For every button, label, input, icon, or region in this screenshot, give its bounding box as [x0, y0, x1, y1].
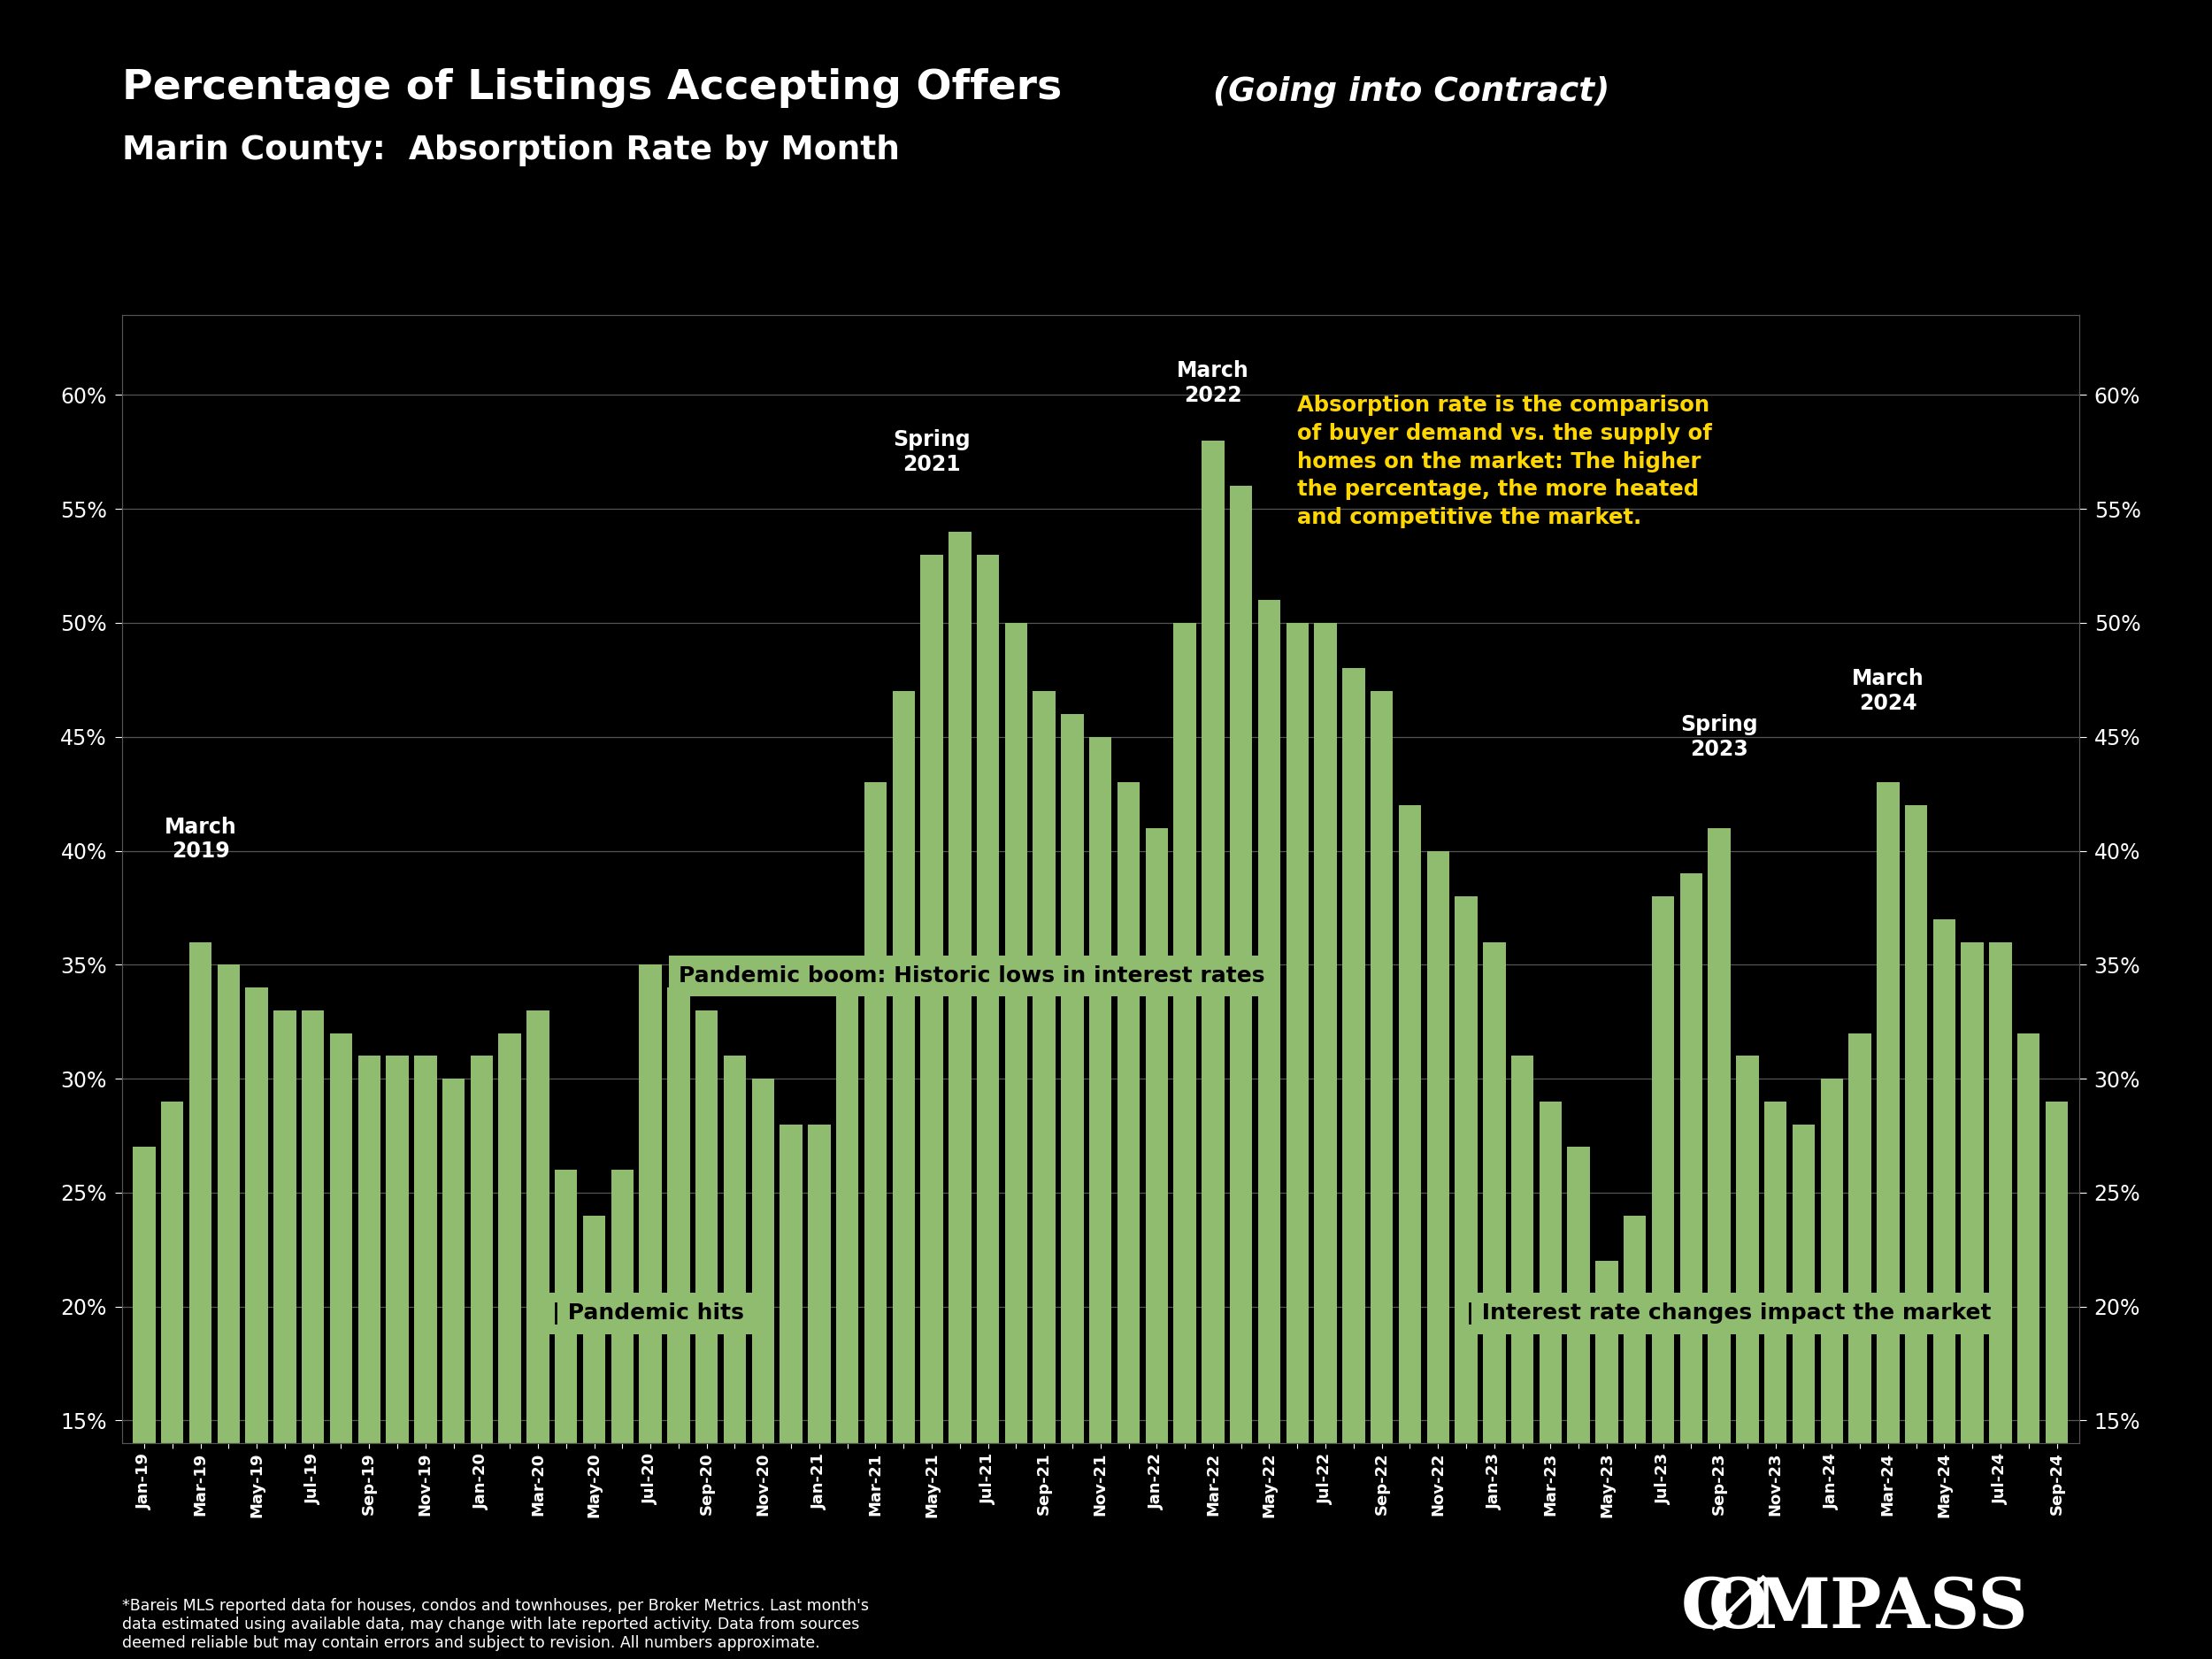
Bar	[611, 1170, 633, 1659]
Text: Spring
2023: Spring 2023	[1681, 713, 1759, 760]
Bar	[1259, 601, 1281, 1659]
Bar	[781, 1125, 803, 1659]
Bar	[1905, 805, 1927, 1659]
Text: March
2022: March 2022	[1177, 360, 1250, 406]
Bar	[2046, 1102, 2068, 1659]
Bar	[584, 1216, 606, 1659]
Text: | Pandemic hits: | Pandemic hits	[553, 1302, 743, 1324]
Bar	[639, 966, 661, 1659]
Bar	[1708, 828, 1730, 1659]
Bar	[668, 987, 690, 1659]
Text: (Going into Contract): (Going into Contract)	[1201, 76, 1610, 108]
Bar	[414, 1055, 436, 1659]
Bar	[1849, 1034, 1871, 1659]
Bar	[1175, 622, 1197, 1659]
Bar	[1933, 919, 1955, 1659]
Bar	[526, 1010, 549, 1659]
Bar	[1201, 441, 1223, 1659]
Bar	[1595, 1261, 1617, 1659]
Bar	[358, 1055, 380, 1659]
Bar	[1624, 1216, 1646, 1659]
Bar	[1792, 1125, 1814, 1659]
Bar	[1568, 1146, 1590, 1659]
Bar	[949, 533, 971, 1659]
Bar	[274, 1010, 296, 1659]
Bar	[865, 783, 887, 1659]
Text: Ø: Ø	[1708, 1574, 1767, 1642]
Bar	[217, 966, 239, 1659]
Bar	[1088, 737, 1113, 1659]
Bar	[723, 1055, 745, 1659]
Bar	[1314, 622, 1336, 1659]
Bar	[1820, 1078, 1843, 1659]
Bar	[301, 1010, 325, 1659]
Bar	[1736, 1055, 1759, 1659]
Bar	[1285, 622, 1310, 1659]
Bar	[133, 1146, 155, 1659]
Bar	[920, 554, 942, 1659]
Bar	[1230, 486, 1252, 1659]
Bar	[1989, 942, 2011, 1659]
Bar	[471, 1055, 493, 1659]
Bar	[1004, 622, 1026, 1659]
Text: Marin County:  Absorption Rate by Month: Marin County: Absorption Rate by Month	[122, 134, 900, 166]
Bar	[1455, 896, 1478, 1659]
Text: Absorption rate is the comparison
of buyer demand vs. the supply of
homes on the: Absorption rate is the comparison of buy…	[1298, 395, 1712, 528]
Bar	[555, 1170, 577, 1659]
Bar	[891, 692, 916, 1659]
Bar	[1062, 713, 1084, 1659]
Bar	[752, 1078, 774, 1659]
Bar	[1540, 1102, 1562, 1659]
Text: Pandemic boom: Historic lows in interest rates: Pandemic boom: Historic lows in interest…	[679, 966, 1265, 987]
Text: March
2024: March 2024	[1851, 669, 1924, 713]
Text: Percentage of Listings Accepting Offers: Percentage of Listings Accepting Offers	[122, 68, 1062, 108]
Bar	[807, 1125, 830, 1659]
Bar	[498, 1034, 522, 1659]
Bar	[836, 966, 858, 1659]
Bar	[978, 554, 1000, 1659]
Bar	[2017, 1034, 2039, 1659]
Bar	[1398, 805, 1420, 1659]
Bar	[246, 987, 268, 1659]
Bar	[1652, 896, 1674, 1659]
Bar	[1679, 874, 1703, 1659]
Bar	[1962, 942, 1984, 1659]
Bar	[330, 1034, 352, 1659]
Bar	[1146, 828, 1168, 1659]
Text: Spring
2021: Spring 2021	[894, 430, 971, 474]
Bar	[190, 942, 212, 1659]
Bar	[1765, 1102, 1787, 1659]
Text: MPASS: MPASS	[1754, 1574, 2028, 1642]
Bar	[1876, 783, 1900, 1659]
Bar	[1343, 669, 1365, 1659]
Bar	[695, 1010, 719, 1659]
Text: March
2019: March 2019	[164, 816, 237, 863]
Bar	[161, 1102, 184, 1659]
Bar	[1033, 692, 1055, 1659]
Bar	[387, 1055, 409, 1659]
Text: C: C	[1681, 1574, 1736, 1642]
Text: *Bareis MLS reported data for houses, condos and townhouses, per Broker Metrics.: *Bareis MLS reported data for houses, co…	[122, 1598, 869, 1651]
Text: | Interest rate changes impact the market: | Interest rate changes impact the marke…	[1467, 1302, 1991, 1324]
Bar	[442, 1078, 465, 1659]
Bar	[1482, 942, 1506, 1659]
Bar	[1427, 851, 1449, 1659]
Bar	[1117, 783, 1139, 1659]
Bar	[1511, 1055, 1533, 1659]
Bar	[1371, 692, 1394, 1659]
